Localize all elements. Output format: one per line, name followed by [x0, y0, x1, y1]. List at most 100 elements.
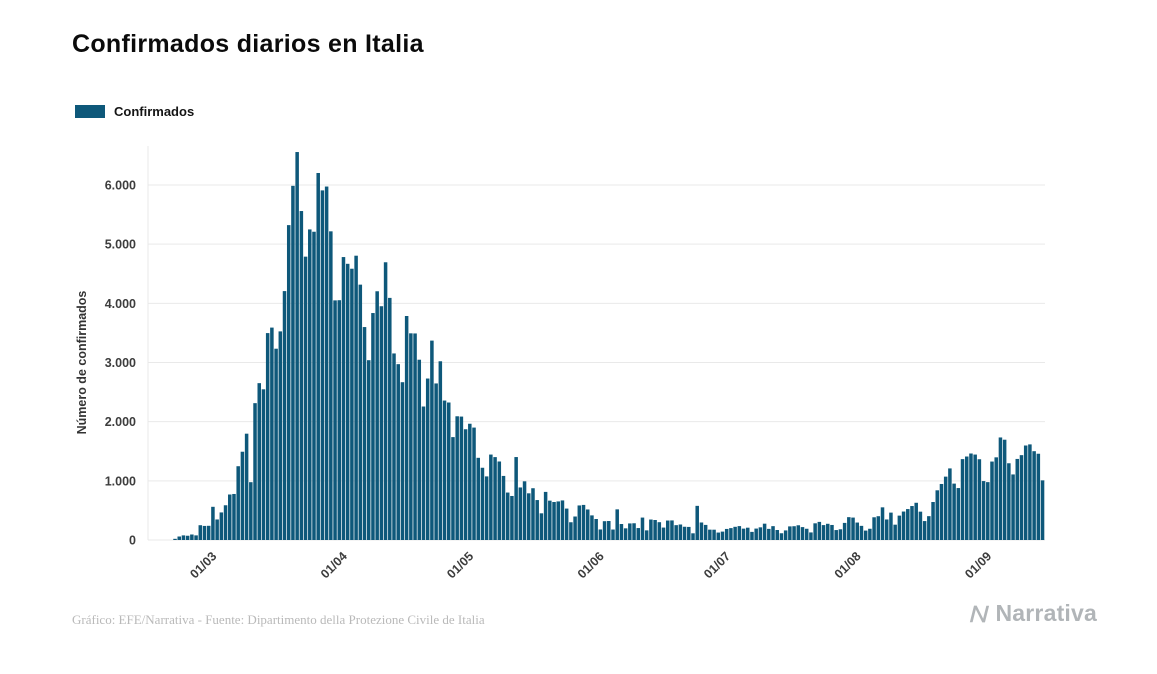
- bar: [931, 502, 935, 540]
- bar: [489, 454, 493, 540]
- bar: [497, 461, 502, 540]
- bar: [826, 523, 830, 540]
- bar: [880, 507, 885, 540]
- bar: [190, 534, 194, 540]
- bar: [758, 527, 763, 540]
- bar: [1028, 444, 1032, 540]
- bar: [577, 505, 582, 540]
- y-tick-label: 6.000: [105, 179, 136, 193]
- bar: [396, 364, 400, 540]
- bar: [308, 229, 312, 540]
- bar: [514, 457, 518, 540]
- bar: [253, 403, 257, 540]
- bar: [383, 262, 388, 540]
- bar: [472, 427, 476, 540]
- bar: [194, 535, 198, 540]
- bar: [973, 454, 977, 540]
- bar: [935, 490, 940, 540]
- bar: [409, 333, 413, 540]
- bar: [447, 402, 451, 540]
- bar: [792, 526, 796, 540]
- bar: [783, 530, 788, 540]
- bar: [754, 528, 758, 540]
- bar: [177, 536, 181, 540]
- bar: [750, 531, 754, 540]
- bar: [847, 517, 851, 540]
- bar: [312, 231, 316, 540]
- bar: [442, 400, 447, 540]
- bar: [510, 495, 514, 540]
- bar: [303, 256, 308, 540]
- bar: [943, 476, 948, 540]
- bar: [661, 527, 666, 540]
- bar: [223, 505, 228, 540]
- bar: [969, 453, 973, 540]
- bar: [712, 529, 716, 540]
- bar: [539, 513, 544, 540]
- bar: [906, 509, 910, 540]
- bar: [956, 488, 961, 540]
- bar: [611, 529, 615, 540]
- bar: [628, 523, 632, 540]
- bar: [388, 297, 392, 540]
- bar: [211, 506, 215, 540]
- bar: [329, 231, 333, 540]
- bar: [670, 520, 674, 540]
- bar: [404, 316, 409, 540]
- legend-swatch: [75, 105, 105, 118]
- x-tick-label: 01/06: [575, 549, 607, 581]
- bar: [598, 529, 603, 540]
- bar: [341, 257, 346, 540]
- bar: [708, 529, 712, 540]
- bar: [901, 511, 906, 540]
- bar: [228, 494, 232, 540]
- bar: [720, 531, 725, 540]
- bar: [884, 519, 889, 540]
- bar: [994, 457, 998, 540]
- bar: [809, 532, 813, 540]
- bar: [851, 517, 855, 540]
- bar: [863, 530, 868, 540]
- bar: [640, 517, 645, 540]
- bar: [1015, 458, 1020, 540]
- bar: [922, 521, 927, 540]
- page-title: Confirmados diarios en Italia: [72, 30, 424, 58]
- bar: [379, 306, 384, 540]
- bar: [842, 522, 847, 540]
- bar: [476, 457, 480, 540]
- y-tick-label: 5.000: [105, 238, 136, 252]
- bar: [421, 406, 426, 540]
- bar: [484, 476, 489, 540]
- bar: [927, 516, 931, 540]
- bar: [1040, 480, 1045, 540]
- bar: [240, 451, 245, 540]
- bar: [392, 353, 396, 540]
- bar: [244, 433, 249, 540]
- bar: [914, 502, 918, 540]
- bar: [665, 520, 670, 540]
- bar: [320, 190, 325, 540]
- bar: [295, 152, 299, 540]
- bar: [366, 360, 371, 540]
- bar: [602, 521, 607, 541]
- bar: [687, 526, 691, 540]
- y-tick-label: 3.000: [105, 356, 136, 370]
- y-tick-label: 1.000: [105, 474, 136, 488]
- y-tick-label: 2.000: [105, 415, 136, 429]
- bar: [771, 526, 775, 540]
- bar: [518, 487, 523, 540]
- y-tick-label: 0: [129, 534, 136, 548]
- bar: [695, 505, 699, 540]
- bar: [337, 300, 342, 540]
- bar: [265, 333, 270, 540]
- bar: [855, 522, 859, 540]
- bar: [1019, 455, 1024, 540]
- bar: [480, 467, 485, 540]
- bar: [413, 333, 417, 540]
- bar: [274, 348, 278, 540]
- bar: [868, 528, 872, 540]
- bar: [767, 528, 771, 540]
- bar: [493, 457, 497, 540]
- bar: [291, 185, 295, 540]
